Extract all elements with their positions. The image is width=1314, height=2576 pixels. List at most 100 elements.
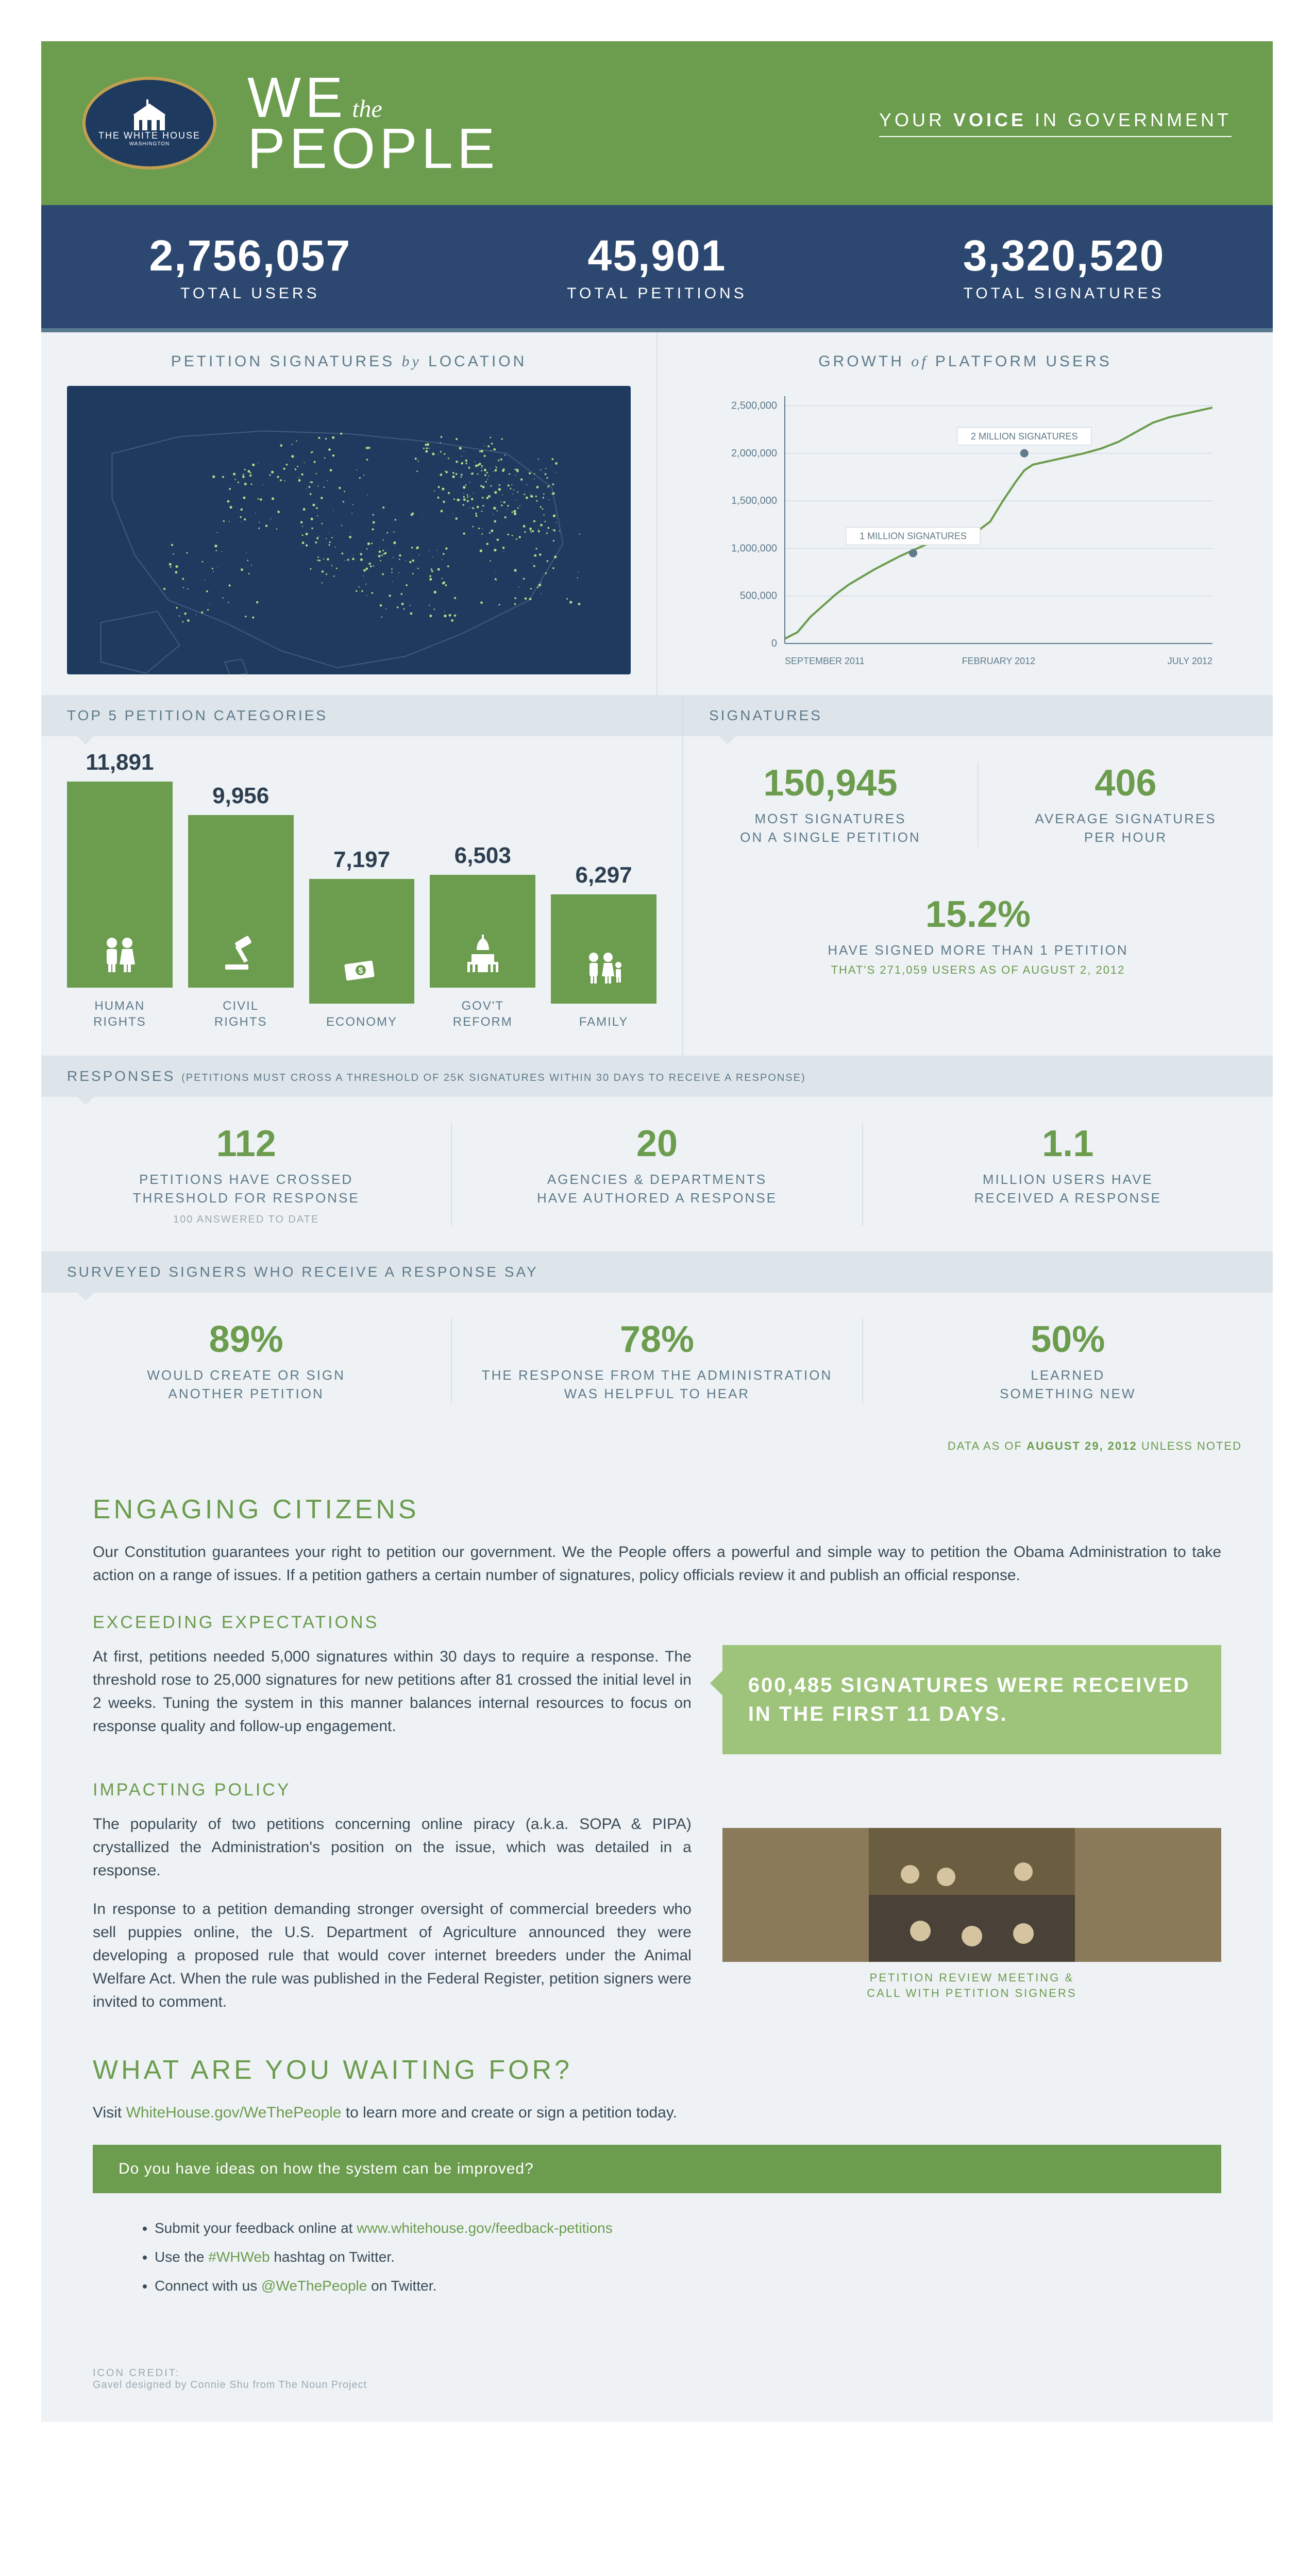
callout-box: 600,485 SIGNATURES WERE RECEIVED IN THE …: [722, 1645, 1221, 1754]
bar-value: 9,956: [212, 783, 269, 809]
cta-link[interactable]: www.whitehouse.gov/feedback-petitions: [357, 2220, 613, 2236]
bar-label: CIVILRIGHTS: [214, 998, 267, 1030]
bar-value: 11,891: [86, 750, 154, 775]
cta-bullet: Submit your feedback online at www.white…: [155, 2214, 1180, 2243]
wethepeople-link[interactable]: WhiteHouse.gov/WeThePeople: [126, 2104, 341, 2121]
top-stat: 3,320,520 TOTAL SIGNATURES: [963, 231, 1165, 302]
top-stat: 2,756,057TOTAL USERS: [149, 231, 351, 302]
stat-label: MILLION USERS HAVERECEIVED A RESPONSE: [879, 1170, 1257, 1208]
header: THE WHITE HOUSE WASHINGTON WEthe PEOPLE …: [41, 41, 1273, 205]
bar: [188, 815, 294, 988]
cta-link[interactable]: @WeThePeople: [261, 2278, 367, 2294]
svg-text:500,000: 500,000: [740, 590, 777, 602]
svg-text:1 MILLION SIGNATURES: 1 MILLION SIGNATURES: [860, 531, 967, 541]
avg-signatures-stat: 406 AVERAGE SIGNATURESPER HOUR: [979, 762, 1273, 847]
svg-text:0: 0: [771, 638, 777, 649]
category-bars: 11,891 HUMANRIGHTS9,956 CIVILRIGHTS7,197…: [67, 762, 656, 1030]
impacting-title: IMPACTING POLICY: [93, 1780, 1221, 1800]
stat-sub: 100 ANSWERED TO DATE: [57, 1214, 435, 1226]
stat-value: 89%: [57, 1318, 435, 1361]
survey-header: SURVEYED SIGNERS WHO RECEIVE A RESPONSE …: [41, 1251, 1273, 1293]
survey-stat: 78% THE RESPONSE FROM THE ADMINISTRATION…: [452, 1318, 863, 1403]
people-icon: [99, 934, 140, 977]
top-stats-bar: 2,756,057TOTAL USERS 45,901 TOTAL PETITION…: [41, 205, 1273, 332]
response-stat: 1.1 MILLION USERS HAVERECEIVED A RESPONS…: [863, 1123, 1273, 1226]
categories-signatures-row: TOP 5 PETITION CATEGORIES 11,891 HUMANRI…: [41, 695, 1273, 1056]
stat-value: 112: [57, 1123, 435, 1165]
stat-label: LEARNEDSOMETHING NEW: [879, 1366, 1257, 1403]
response-stat: 112 PETITIONS HAVE CROSSEDTHRESHOLD FOR …: [41, 1123, 452, 1226]
stat-label: AGENCIES & DEPARTMENTSHAVE AUTHORED A RE…: [467, 1170, 846, 1208]
most-signatures-stat: 150,945 MOST SIGNATURESON A SINGLE PETIT…: [683, 762, 979, 847]
impacting-row: The popularity of two petitions concerni…: [93, 1812, 1221, 2013]
svg-text:FEBRUARY 2012: FEBRUARY 2012: [962, 656, 1035, 666]
cta-bullet: Use the #WHWeb hashtag on Twitter.: [155, 2243, 1180, 2272]
map-title: PETITION SIGNATURES by LOCATION: [67, 353, 631, 370]
survey-stat: 50% LEARNEDSOMETHING NEW: [863, 1318, 1273, 1403]
logo: WEthe PEOPLE: [247, 72, 499, 174]
stat-value: 78%: [467, 1318, 846, 1361]
photo-caption: PETITION REVIEW MEETING &CALL WITH PETIT…: [722, 1970, 1221, 2002]
exceeding-title: EXCEEDING EXPECTATIONS: [93, 1613, 1221, 1633]
engaging-section: ENGAGING CITIZENS Our Constitution guara…: [41, 1463, 1273, 2044]
stat-value: 45,901: [567, 231, 747, 281]
logo-people: PEOPLE: [247, 123, 499, 174]
stat-label: TOTAL SIGNATURES: [963, 285, 1165, 302]
stat-value: 1.1: [879, 1123, 1257, 1165]
bar: [430, 875, 535, 988]
bar: [67, 782, 173, 988]
bar-value: 6,503: [454, 843, 511, 869]
stat-label: AVERAGE SIGNATURESPER HOUR: [994, 809, 1257, 847]
svg-text:$: $: [359, 967, 363, 975]
cta-bar: Do you have ideas on how the system can …: [93, 2145, 1221, 2193]
survey-stat: 89% WOULD CREATE OR SIGNANOTHER PETITION: [41, 1318, 452, 1403]
stat-value: 2,756,057: [149, 231, 351, 281]
bar-value: 6,297: [576, 862, 632, 888]
capitol-icon: [462, 934, 503, 977]
bar: [551, 894, 656, 1004]
signatures-header: SIGNATURES: [683, 695, 1273, 736]
svg-text:1,500,000: 1,500,000: [731, 495, 777, 506]
cta-link[interactable]: #WHWeb: [208, 2249, 269, 2265]
family-icon: [583, 950, 625, 993]
responses-row: 112 PETITIONS HAVE CROSSEDTHRESHOLD FOR …: [41, 1097, 1273, 1251]
categories-header: TOP 5 PETITION CATEGORIES: [41, 695, 682, 736]
response-stat: 20 AGENCIES & DEPARTMENTSHAVE AUTHORED A…: [452, 1123, 863, 1226]
seal-sub: WASHINGTON: [129, 141, 170, 147]
map-growth-row: PETITION SIGNATURES by LOCATION GROWTH o…: [41, 332, 1273, 695]
svg-text:SEPTEMBER 2011: SEPTEMBER 2011: [785, 656, 865, 666]
data-date: DATA AS OF AUGUST 29, 2012 UNLESS NOTED: [41, 1429, 1273, 1463]
bar-value: 7,197: [333, 847, 390, 873]
cta-title: WHAT ARE YOU WAITING FOR?: [93, 2055, 1221, 2086]
icon-credit: ICON CREDIT: Gavel designed by Connie Sh…: [41, 2352, 1273, 2422]
category-bar-item: 6,503 GOV'TREFORM: [430, 843, 535, 1030]
meeting-photo: [722, 1828, 1221, 1962]
stat-label: THE RESPONSE FROM THE ADMINISTRATIONWAS …: [467, 1366, 846, 1403]
survey-row: 89% WOULD CREATE OR SIGNANOTHER PETITION…: [41, 1293, 1273, 1429]
bar-label: HUMANRIGHTS: [93, 998, 146, 1030]
cta-visit: Visit WhiteHouse.gov/WeThePeople to lear…: [93, 2101, 1221, 2124]
svg-text:2,500,000: 2,500,000: [731, 400, 777, 411]
stat-value: 3,320,520: [963, 231, 1165, 281]
category-bar-item: 9,956 CIVILRIGHTS: [188, 783, 294, 1030]
stat-value: 50%: [879, 1318, 1257, 1361]
engaging-body: Our Constitution guarantees your right t…: [93, 1540, 1221, 1587]
stat-label: WOULD CREATE OR SIGNANOTHER PETITION: [57, 1366, 435, 1403]
signatures-top: 150,945 MOST SIGNATURESON A SINGLE PETIT…: [683, 736, 1273, 873]
whitehouse-seal-icon: THE WHITE HOUSE WASHINGTON: [82, 77, 216, 170]
bar-label: FAMILY: [579, 1014, 629, 1030]
engaging-title: ENGAGING CITIZENS: [93, 1494, 1221, 1525]
svg-text:1,000,000: 1,000,000: [731, 543, 777, 554]
cta-bullet: Connect with us @WeThePeople on Twitter.: [155, 2272, 1180, 2300]
cta-bullets: Submit your feedback online at www.white…: [93, 2193, 1221, 2321]
seal-title: THE WHITE HOUSE: [98, 130, 200, 141]
svg-text:2,000,000: 2,000,000: [731, 448, 777, 459]
category-bar-item: 6,297 FAMILY: [551, 862, 656, 1030]
svg-text:2 MILLION SIGNATURES: 2 MILLION SIGNATURES: [971, 431, 1078, 442]
gavel-icon: [220, 934, 261, 977]
stat-value: 20: [467, 1123, 846, 1165]
stat-label: PETITIONS HAVE CROSSEDTHRESHOLD FOR RESP…: [57, 1170, 435, 1208]
signatures-bottom: 15.2% HAVE SIGNED MORE THAN 1 PETITION T…: [683, 873, 1273, 997]
infographic-container: THE WHITE HOUSE WASHINGTON WEthe PEOPLE …: [41, 41, 1273, 2422]
stat-label: TOTAL PETITIONS: [567, 285, 747, 302]
